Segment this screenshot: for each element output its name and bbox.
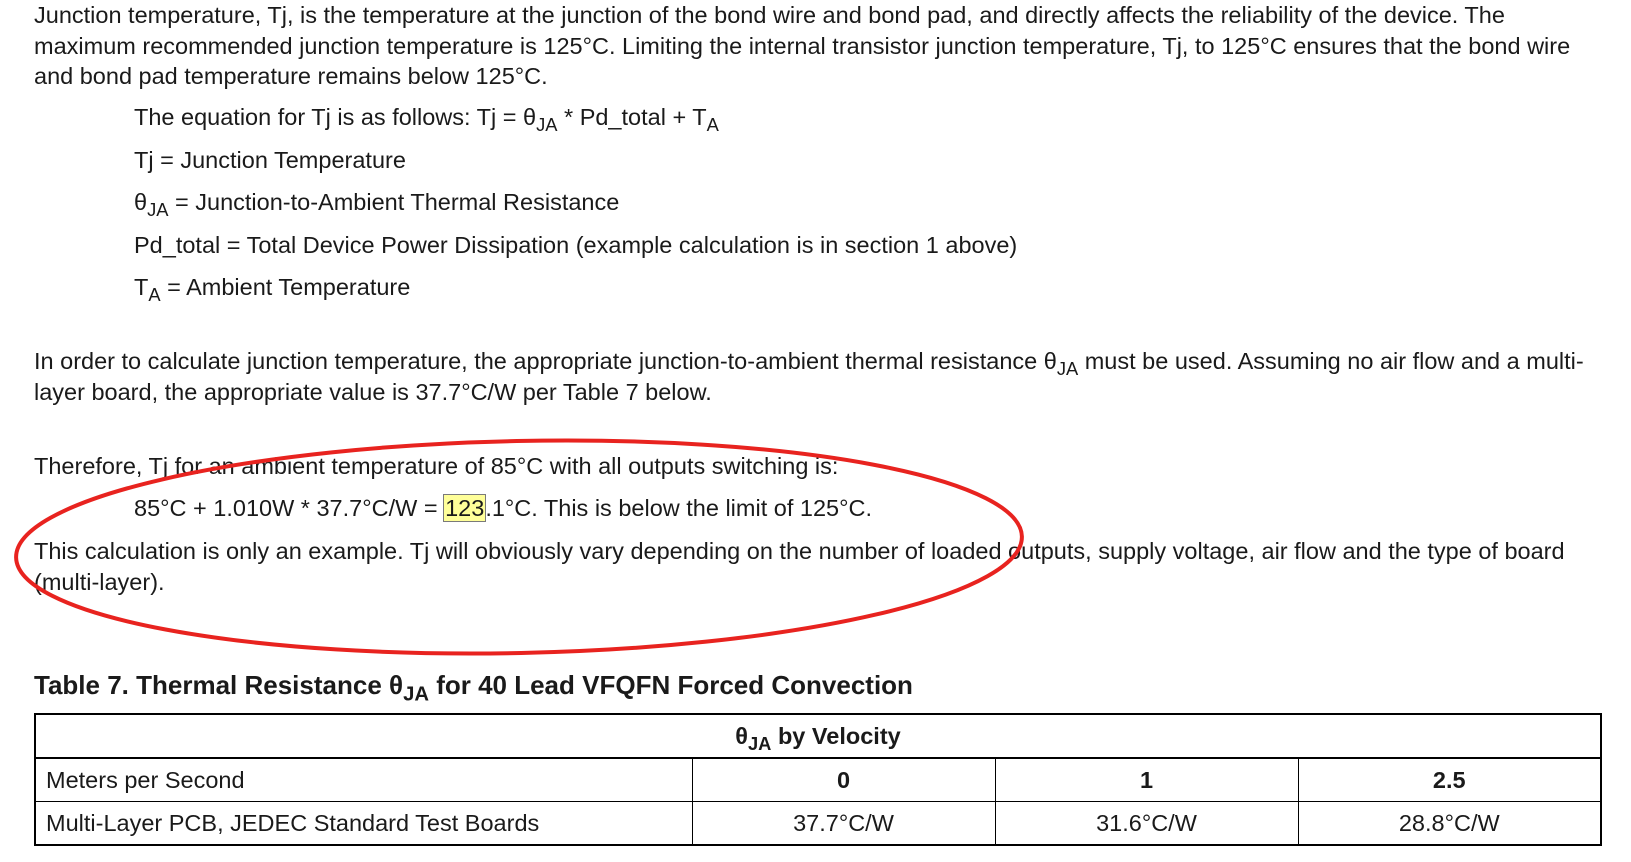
resistance-sub: JA (1056, 357, 1079, 379)
table-title-sub: JA (403, 683, 429, 706)
table-title-before: Table 7. Thermal Resistance θ (34, 670, 404, 700)
table-row: Multi-Layer PCB, JEDEC Standard Test Boa… (34, 801, 1602, 846)
equation-theta-sub: JA (536, 113, 558, 135)
equation-prefix: The equation for Tj is as follows: Tj = … (134, 104, 537, 130)
highlighted-value: 123 (443, 494, 487, 522)
example-calculation: 85°C + 1.010W * 37.7°C/W = 123.1°C. This… (134, 493, 872, 523)
table-cell: 2.5 (1297, 757, 1602, 802)
intro-paragraph: Junction temperature, Tj, is the tempera… (34, 2, 1571, 89)
header-theta-symbol: θ (735, 722, 748, 749)
table-header-cell: θJA by Velocity (34, 713, 1602, 759)
table-header-row: θJA by Velocity (34, 713, 1602, 759)
table-cell: 28.8°C/W (1297, 801, 1602, 846)
resistance-text-after: must be used. Assuming no air flow and a… (34, 348, 1584, 405)
calc-after: .1°C. This is below the limit of 125°C. (485, 495, 872, 521)
table-cell: 37.7°C/W (691, 801, 996, 846)
therefore-paragraph: Therefore, Tj for an ambient temperature… (34, 453, 839, 479)
tj-equation: The equation for Tj is as follows: Tj = … (134, 102, 719, 135)
def-theta-text: = Junction-to-Ambient Thermal Resistance (168, 189, 620, 215)
def-theta-ja: θJA = Junction-to-Ambient Thermal Resist… (134, 187, 620, 220)
def-ta-text: = Ambient Temperature (160, 274, 411, 300)
table-cell: 31.6°C/W (994, 801, 1299, 846)
table-row: Meters per Second 0 1 2.5 (34, 757, 1602, 802)
row-label: Multi-Layer PCB, JEDEC Standard Test Boa… (34, 801, 693, 846)
note-paragraph: This calculation is only an example. Tj … (34, 538, 1565, 595)
def-theta-symbol: θ (134, 189, 148, 215)
header-text: by Velocity (771, 722, 901, 749)
thermal-resistance-table: θJA by Velocity Meters per Second 0 1 2.… (34, 713, 1603, 846)
def-ta: TA = Ambient Temperature (134, 272, 411, 305)
def-pd-total: Pd_total = Total Device Power Dissipatio… (134, 232, 1018, 258)
calc-before: 85°C + 1.010W * 37.7°C/W = (134, 495, 445, 521)
resistance-paragraph: In order to calculate junction temperatu… (34, 346, 1599, 407)
def-ta-symbol: T (134, 274, 149, 300)
equation-mid: * Pd_total + T (557, 104, 707, 130)
table-title-after: for 40 Lead VFQFN Forced Convection (428, 670, 913, 700)
resistance-text-before: In order to calculate junction temperatu… (34, 348, 1057, 374)
row-label: Meters per Second (34, 757, 693, 802)
table-title: Table 7. Thermal Resistance θJA for 40 L… (34, 670, 913, 705)
header-theta-sub: JA (747, 732, 772, 754)
def-tj: Tj = Junction Temperature (134, 147, 406, 173)
def-ta-sub: A (148, 283, 161, 305)
equation-ta-sub: A (706, 113, 719, 135)
def-theta-sub: JA (147, 198, 169, 220)
table-cell: 0 (691, 757, 996, 802)
table-cell: 1 (994, 757, 1299, 802)
